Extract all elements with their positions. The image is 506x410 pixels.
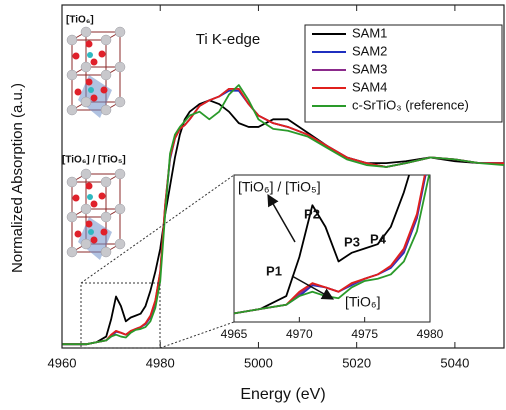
structure-label: [TiO₆]: [66, 15, 94, 26]
inset-x-tick-label: 4980: [417, 327, 444, 341]
x-axis-label: Energy (eV): [240, 386, 325, 403]
inset-x-tick-label: 4970: [286, 327, 313, 341]
legend-label: c-SrTiO₃ (reference): [352, 97, 469, 112]
annotation: P2: [304, 206, 320, 221]
x-tick-label: 5000: [244, 355, 273, 370]
legend-label: SAM4: [352, 79, 387, 94]
inset-x-tick-label: 4975: [351, 327, 378, 341]
structure-image: [67, 27, 125, 118]
x-tick-label: 4960: [48, 355, 77, 370]
inset-x-tick-label: 4965: [221, 327, 248, 341]
legend-label: SAM1: [352, 25, 387, 40]
legend-label: SAM3: [352, 61, 387, 76]
annotation: [TiO₆]: [345, 294, 380, 310]
structure-image: [67, 169, 125, 260]
inset-frame: [234, 175, 430, 322]
zoom-box: [81, 283, 160, 348]
x-tick-label: 4980: [146, 355, 175, 370]
chart: [TiO₆] [TiO₆] / [TiO₅] Ti K-edge Energy …: [0, 0, 506, 410]
annotation: P4: [370, 231, 387, 246]
annotation: P3: [344, 234, 360, 249]
x-tick-label: 5040: [440, 355, 469, 370]
legend-label: SAM2: [352, 43, 387, 58]
chart-title: Ti K-edge: [196, 31, 260, 48]
annotation: [TiO₆] / [TiO₅]: [238, 179, 321, 195]
annotation: P1: [266, 263, 282, 278]
structure-label: [TiO₆] / [TiO₅]: [62, 155, 126, 166]
y-axis-label: Normalized Absorption (a.u.): [9, 83, 26, 273]
x-tick-label: 5020: [342, 355, 371, 370]
